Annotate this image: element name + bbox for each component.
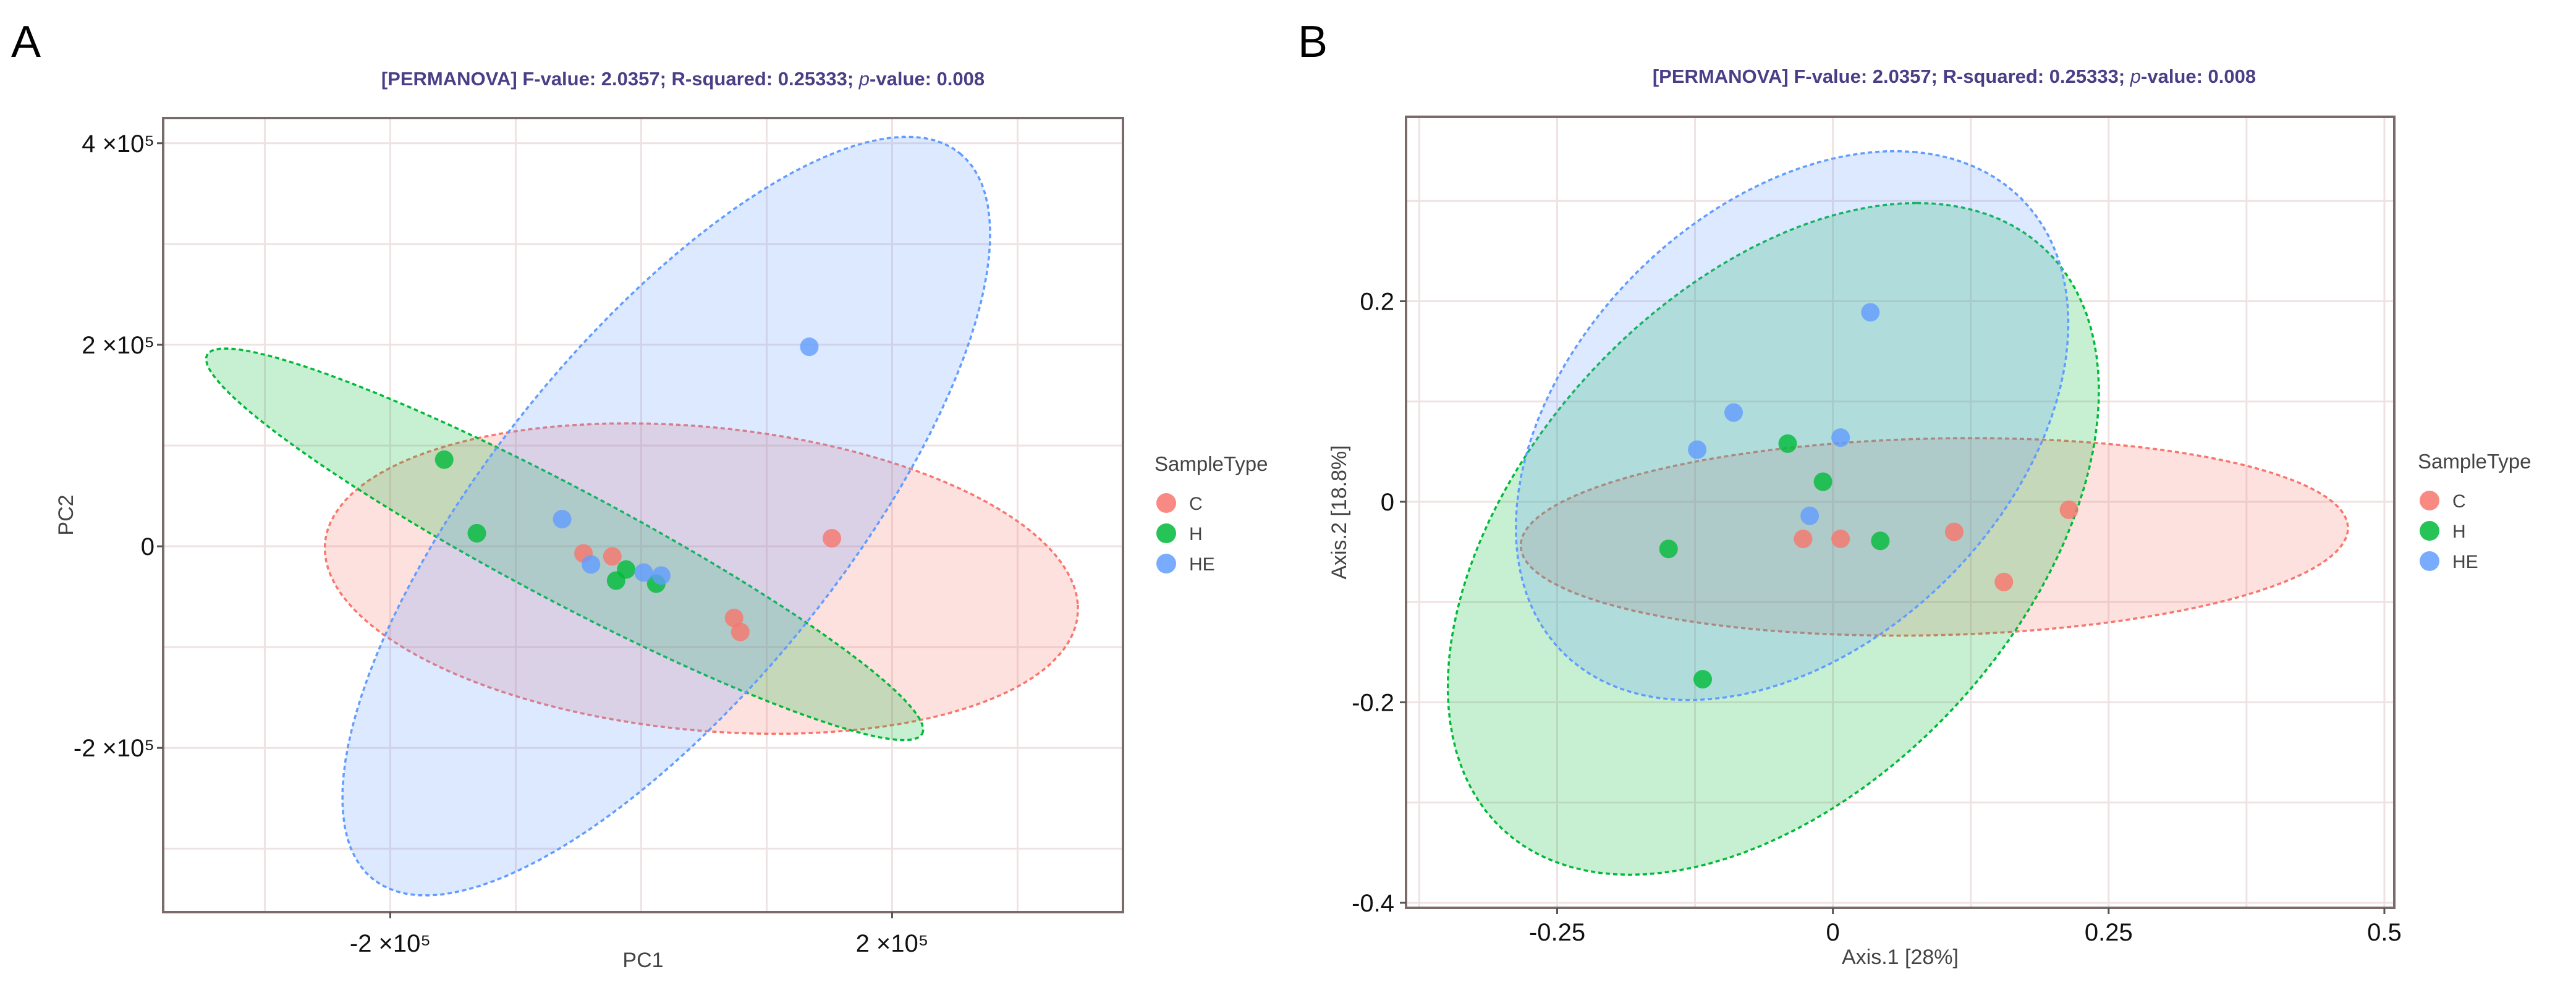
point-HE: [800, 337, 819, 357]
legend-label-H: H: [1189, 524, 1203, 544]
legend-swatch-C: [1156, 493, 1176, 513]
legend-label-HE: HE: [1189, 554, 1215, 575]
title-part: p: [2130, 66, 2141, 87]
legend-label-C: C: [2452, 491, 2466, 512]
y-tick-label: 0: [141, 533, 155, 561]
x-axis-label: Axis.1 [28%]: [1842, 946, 1959, 969]
ellipse-C: [1519, 437, 2349, 637]
y-tick-label: 0.2: [1360, 289, 1394, 316]
panel-letter: A: [11, 17, 41, 67]
point-HE: [1800, 506, 1820, 525]
ellipse-HE: [341, 135, 991, 897]
chart-title: [PERMANOVA] F-value: 2.0357; R-squared: …: [381, 68, 985, 90]
point-C: [603, 547, 622, 566]
point-HE: [1861, 303, 1880, 322]
y-axis-label: Axis.2 [18.8%]: [1328, 445, 1351, 579]
legend-label-HE: HE: [2452, 552, 2478, 572]
legend-swatch-C: [2420, 491, 2439, 510]
point-H: [467, 523, 486, 543]
title-part: p: [858, 68, 870, 90]
y-tick-label: 2 ×10⁵: [82, 332, 155, 359]
point-H: [1871, 531, 1890, 551]
point-C: [724, 608, 744, 627]
legend-title: SampleType: [1155, 452, 1268, 475]
point-H: [434, 450, 454, 469]
plot-frame: [162, 117, 1124, 913]
x-axis-label: PC1: [622, 949, 663, 972]
x-tick-label: 0.25: [2085, 919, 2133, 946]
x-tick-label: -2 ×10⁵: [350, 930, 431, 957]
panel-B: B [PERMANOVA] F-value: 2.0357; R-squared:…: [1298, 17, 2531, 969]
point-HE: [582, 555, 601, 574]
point-C: [1944, 522, 1964, 541]
point-C: [2059, 500, 2078, 519]
legend-swatch-HE: [1156, 554, 1176, 573]
point-C: [1994, 572, 2014, 591]
point-C: [731, 622, 750, 641]
point-HE: [651, 566, 671, 585]
plot-area: [1406, 117, 2394, 908]
point-C: [823, 529, 842, 548]
legend-swatch-HE: [2420, 551, 2439, 571]
plot-frame: [1405, 116, 2396, 909]
point-HE: [553, 510, 572, 529]
legend-swatch-H: [2420, 521, 2439, 541]
point-HE: [634, 563, 653, 582]
point-H: [1778, 434, 1797, 453]
y-tick-label: -2 ×10⁵: [74, 735, 155, 762]
ellipse-H: [205, 347, 925, 742]
point-C: [1794, 529, 1813, 548]
y-tick-label: -0.2: [1352, 689, 1394, 716]
title-part: -value: 0.008: [870, 68, 985, 90]
title-part: [PERMANOVA] F-value: 2.0357; R-squared: …: [381, 68, 859, 90]
legend-label-H: H: [2452, 522, 2466, 542]
point-HE: [1688, 440, 1707, 459]
ellipse-H: [1446, 201, 2100, 876]
panel-A: A [PERMANOVA] F-value: 2.0357; R-squared:…: [11, 17, 1268, 972]
ellipse-HE: [1514, 150, 2070, 701]
x-tick-label: 0: [1826, 919, 1840, 946]
legend: SampleType CH HE: [1155, 452, 1268, 575]
point-HE: [1831, 428, 1850, 447]
point-H: [1813, 472, 1832, 491]
point-H: [1693, 670, 1713, 689]
y-tick-label: -0.4: [1352, 890, 1394, 917]
title-part: [PERMANOVA] F-value: 2.0357; R-squared: …: [1653, 66, 2130, 87]
y-axis-label: PC2: [54, 494, 78, 535]
chart-title: [PERMANOVA] F-value: 2.0357; R-squared: …: [1653, 66, 2256, 87]
x-tick-label: 2 ×10⁵: [856, 930, 929, 957]
panel-letter: B: [1298, 17, 1328, 67]
legend-swatch-H: [1156, 523, 1176, 543]
legend: SampleType CH HE: [2418, 450, 2531, 572]
y-tick-label: 0: [1381, 489, 1394, 516]
legend-title: SampleType: [2418, 450, 2531, 473]
y-tick-label: 4 ×10⁵: [82, 130, 155, 158]
point-HE: [1724, 403, 1743, 422]
point-H: [606, 571, 625, 590]
x-tick-label: -0.25: [1529, 919, 1585, 946]
ellipse-C: [323, 422, 1079, 735]
point-H: [1659, 539, 1678, 559]
plot-area: [163, 118, 1123, 912]
x-tick-label: 0.5: [2367, 919, 2402, 946]
legend-label-C: C: [1189, 494, 1203, 514]
title-part: -value: 0.008: [2141, 66, 2256, 87]
point-C: [1831, 529, 1850, 548]
